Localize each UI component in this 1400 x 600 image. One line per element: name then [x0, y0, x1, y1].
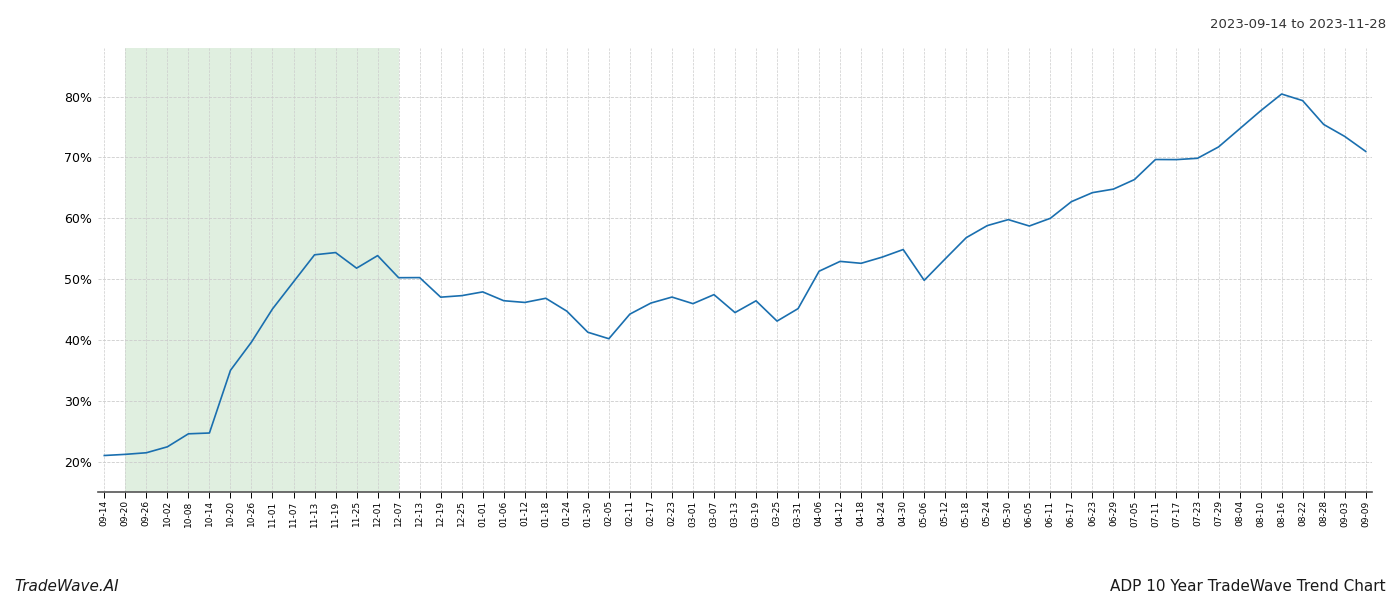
Bar	[126, 48, 399, 492]
Text: TradeWave.AI: TradeWave.AI	[14, 579, 119, 594]
Text: 2023-09-14 to 2023-11-28: 2023-09-14 to 2023-11-28	[1210, 18, 1386, 31]
Text: ADP 10 Year TradeWave Trend Chart: ADP 10 Year TradeWave Trend Chart	[1110, 579, 1386, 594]
